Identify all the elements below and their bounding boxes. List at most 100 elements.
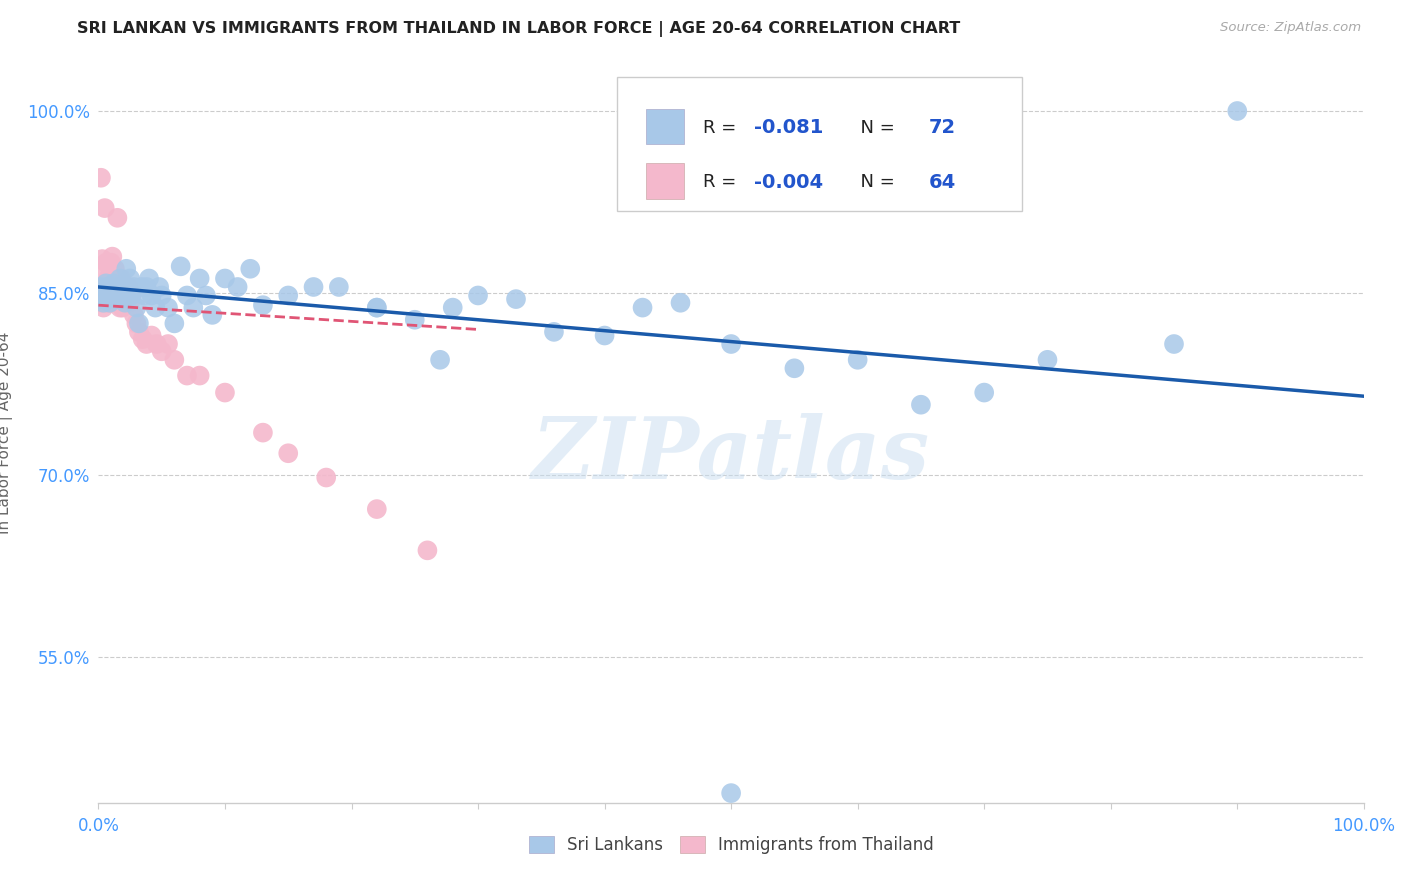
Point [163, 352, 186, 367]
Point [117, 280, 139, 294]
Point [132, 288, 155, 302]
Point [100, 280, 122, 294]
Point [94, 280, 117, 294]
Point [100, 284, 122, 298]
Point [93, 201, 117, 215]
Point [98, 295, 121, 310]
Point [183, 301, 205, 315]
Point [214, 271, 236, 285]
Point [720, 786, 742, 800]
Point [429, 352, 451, 367]
Point [118, 280, 141, 294]
Point [277, 446, 299, 460]
Point [120, 271, 141, 285]
Point [1163, 337, 1185, 351]
Text: R =: R = [703, 119, 742, 136]
Point [107, 280, 129, 294]
Text: R =: R = [703, 173, 742, 191]
Point [93, 301, 115, 315]
Point [135, 337, 157, 351]
Point [101, 250, 124, 264]
Point [239, 261, 262, 276]
Point [112, 280, 135, 294]
Point [110, 271, 132, 285]
Point [366, 301, 388, 315]
Bar [647, 109, 685, 145]
Point [120, 295, 141, 310]
Point [132, 332, 155, 346]
Point [157, 301, 180, 315]
Point [107, 277, 129, 291]
Point [115, 284, 138, 298]
Point [201, 308, 224, 322]
Point [97, 271, 120, 285]
Legend: Sri Lankans, Immigrants from Thailand: Sri Lankans, Immigrants from Thailand [522, 830, 941, 861]
Point [108, 271, 131, 285]
Point [114, 295, 136, 310]
Point [112, 288, 135, 302]
Point [226, 280, 249, 294]
Point [98, 268, 121, 282]
Point [114, 280, 136, 294]
Point [107, 288, 129, 302]
Point [120, 288, 142, 302]
Point [505, 292, 527, 306]
Point [91, 295, 114, 310]
Point [111, 301, 134, 315]
Point [115, 261, 138, 276]
Text: N =: N = [849, 119, 900, 136]
Point [122, 280, 145, 294]
Point [593, 328, 616, 343]
Point [101, 280, 124, 294]
Point [94, 277, 117, 291]
Point [910, 398, 932, 412]
Point [631, 301, 654, 315]
Point [110, 292, 132, 306]
Point [467, 288, 489, 302]
Text: ZIPatlas: ZIPatlas [531, 413, 931, 497]
Point [135, 280, 157, 294]
Point [188, 368, 211, 383]
Point [122, 308, 145, 322]
Point [90, 170, 112, 185]
Point [328, 280, 350, 294]
Point [103, 277, 125, 291]
Point [91, 252, 114, 266]
Text: -0.004: -0.004 [754, 172, 823, 192]
Text: 64: 64 [928, 172, 956, 192]
Point [120, 288, 142, 302]
Point [315, 470, 337, 484]
Point [157, 337, 180, 351]
Point [89, 288, 111, 302]
Point [107, 288, 129, 302]
Point [163, 317, 186, 331]
Point [100, 256, 122, 270]
Point [125, 301, 148, 315]
Point [145, 337, 167, 351]
Point [117, 292, 139, 306]
Point [111, 280, 134, 294]
Point [96, 288, 118, 302]
Point [108, 292, 131, 306]
Bar [647, 163, 685, 199]
Point [543, 325, 565, 339]
Point [145, 301, 166, 315]
Point [98, 295, 121, 310]
Text: -0.081: -0.081 [754, 119, 824, 137]
Point [105, 295, 128, 310]
Point [404, 312, 426, 326]
Point [150, 288, 173, 302]
Point [105, 288, 128, 302]
Point [93, 295, 115, 310]
Point [141, 288, 163, 302]
Point [96, 295, 118, 310]
Point [115, 288, 138, 302]
Point [93, 268, 117, 282]
Point [169, 260, 191, 274]
Point [138, 271, 160, 285]
Point [214, 385, 236, 400]
Text: N =: N = [849, 173, 900, 191]
Text: Source: ZipAtlas.com: Source: ZipAtlas.com [1220, 21, 1361, 35]
Point [366, 301, 388, 315]
Point [846, 352, 869, 367]
